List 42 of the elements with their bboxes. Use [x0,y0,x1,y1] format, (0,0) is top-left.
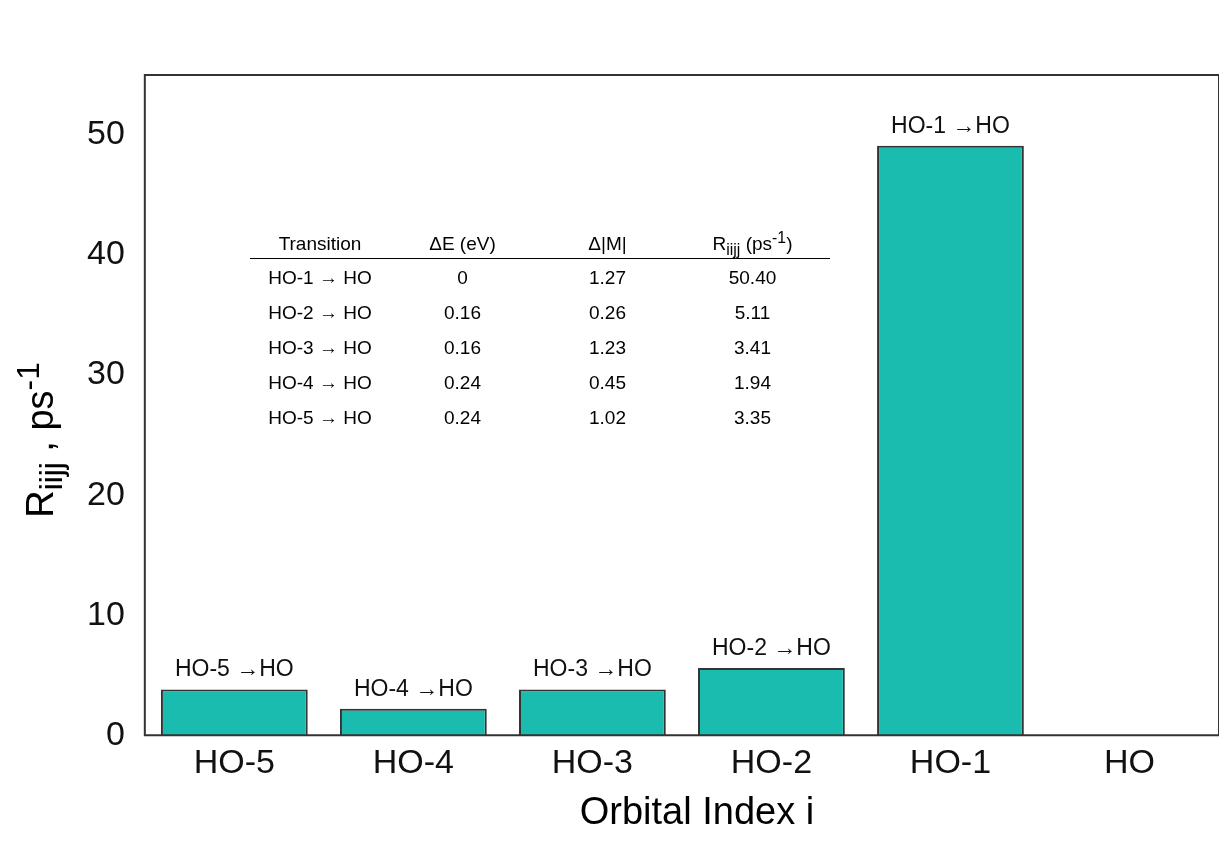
x-tick-label: HO-3 [551,741,634,780]
x-tick-label: HO-4 [372,741,454,780]
x-tick-label: HO-1 [909,741,992,780]
data-label: HO-4 →HO [353,674,473,701]
annotation: 1.02 [588,405,627,430]
annotation: HO-1 → HO [267,265,373,290]
annotation: 1.94 [733,370,772,395]
annotation: 0.24 [443,405,482,430]
annotation: 5.11 [733,300,772,325]
annotation: HO-4 → HO [267,370,373,395]
annotation: 0.24 [443,370,482,395]
x-tick-label: HO [1103,741,1155,780]
data-label: HO-2 →HO [712,633,831,660]
annotation: Transition [277,232,363,257]
annotation: HO-5 → HO [267,405,373,430]
annotation: 0.16 [443,300,482,325]
y-tick-label: 0 [105,713,125,752]
y-tick-label: 30 [86,353,125,392]
annotation: Δ|M| [587,232,628,257]
x-tick-label: HO-2 [730,741,813,780]
data-label: HO-5 →HO [174,655,294,682]
y-tick-label: 20 [86,473,125,512]
annotation: 3.41 [733,335,772,360]
annotation: 3.35 [733,405,772,430]
annotation: 0.26 [588,300,627,325]
x-tick-label: HO-5 [193,741,275,780]
annotation: 0.16 [443,335,482,360]
y-tick-label: 10 [86,593,125,632]
annotation: 1.27 [588,265,627,290]
annotation: HO-3 → HO [267,335,373,360]
y-tick-label: 50 [86,113,125,152]
annotation: R$_{iijj}$ (ps$^{-1}$) [711,228,794,261]
data-label: HO-3 →HO [532,655,652,682]
x-axis-title: Orbital Index i [578,790,816,833]
y-tick-label: 40 [86,233,125,272]
annotation: 0 [456,265,469,290]
annotation: 1.23 [588,335,627,360]
annotation: 50.40 [727,265,778,290]
data-label: HO-1 →HO [891,111,1010,138]
annotation: ΔE (eV) [428,232,497,257]
annotation: HO-2 → HO [267,300,373,325]
annotation: 0.45 [588,370,627,395]
